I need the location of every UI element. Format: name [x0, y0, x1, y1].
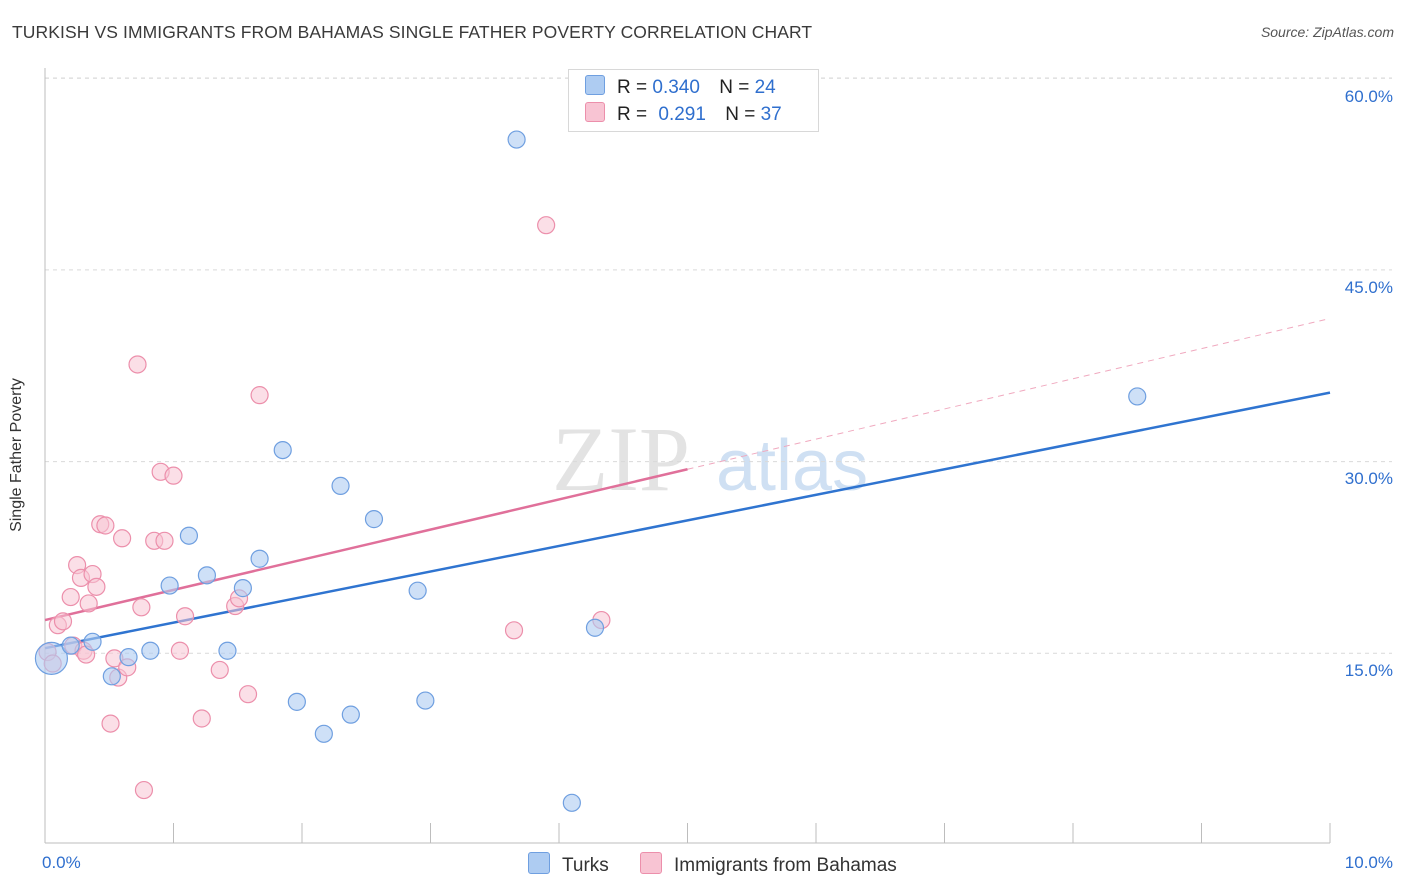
trend-line-turks [44, 391, 1331, 650]
point-turks [408, 581, 427, 600]
legend-item-bahamas[interactable]: Immigrants from Bahamas [640, 852, 897, 877]
legend-r-label: R = [617, 77, 648, 98]
point-turks [341, 705, 360, 724]
bahamas-swatch-icon [585, 102, 605, 122]
watermark-zip: ZIP [552, 408, 690, 510]
point-turks [61, 636, 80, 655]
trend-line-bahamas [44, 468, 688, 622]
point-bahamas [61, 587, 80, 607]
point-bahamas [192, 709, 211, 728]
source-label: Source: ZipAtlas.com [1260, 24, 1394, 40]
point-bahamas [112, 529, 132, 548]
point-bahamas [96, 516, 115, 535]
point-turks [179, 526, 199, 545]
point-bahamas [134, 780, 154, 800]
point-bahamas [210, 660, 229, 680]
point-turks [416, 691, 435, 710]
trend-line-bahamas-extended [687, 317, 1331, 470]
point-turks [1128, 387, 1147, 406]
point-turks [287, 692, 306, 711]
point-bahamas [175, 607, 195, 626]
legend-n-value-bahamas: 37 [760, 104, 782, 125]
point-turks [233, 579, 252, 598]
point-turks [141, 641, 160, 660]
legend-n-value-turks: 24 [754, 77, 776, 98]
y-axis-title: Single Father Poverty [8, 378, 25, 532]
point-bahamas [101, 714, 120, 733]
point-turks [160, 576, 179, 595]
point-turks [197, 566, 217, 585]
point-bahamas [170, 641, 190, 660]
legend-label-bahamas: Immigrants from Bahamas [674, 855, 897, 876]
legend-n-label: N = [719, 77, 750, 98]
legend-label-turks: Turks [562, 855, 609, 876]
point-bahamas [87, 577, 106, 596]
point-turks [119, 648, 138, 667]
point-turks [364, 510, 384, 529]
y-tick-label-60: 60.0% [1344, 87, 1393, 106]
point-turks [102, 667, 121, 686]
point-bahamas [155, 531, 174, 550]
point-bahamas [53, 612, 73, 631]
correlation-legend: R = 0.340 N = 24 R = 0.291 N = 37 [568, 69, 819, 132]
point-bahamas [79, 594, 98, 613]
watermark-atlas: atlas [716, 426, 868, 506]
y-tick-label-15: 15.0% [1344, 661, 1393, 680]
turks-swatch-icon [585, 75, 605, 95]
legend-row-turks: R = 0.340 N = 24 [585, 75, 776, 99]
point-turks [218, 641, 237, 660]
point-turks [585, 618, 605, 637]
point-turks [83, 632, 102, 651]
legend-r-label: R = [617, 104, 648, 125]
y-tick-label-30: 30.0% [1344, 469, 1393, 488]
chart-title: TURKISH VS IMMIGRANTS FROM BAHAMAS SINGL… [12, 22, 813, 42]
point-turks [250, 549, 269, 568]
x-tick-label-max: 10.0% [1344, 853, 1393, 872]
legend-r-value-bahamas: 0.291 [658, 104, 706, 125]
legend-n-label: N = [725, 104, 756, 125]
point-bahamas [128, 355, 147, 374]
point-bahamas [132, 598, 151, 617]
legend-row-bahamas: R = 0.291 N = 37 [585, 102, 782, 126]
bahamas-legend-icon [640, 852, 662, 874]
point-turks [331, 476, 350, 495]
point-turks [562, 793, 581, 812]
point-turks [273, 440, 292, 460]
point-turks [507, 130, 526, 149]
point-turks [34, 641, 69, 676]
point-turks [314, 724, 333, 743]
y-tick-label-45: 45.0% [1344, 278, 1393, 297]
legend-r-value-turks: 0.340 [652, 77, 700, 98]
point-bahamas [250, 386, 269, 405]
legend-item-turks[interactable]: Turks [528, 852, 609, 877]
turks-legend-icon [528, 852, 550, 874]
point-bahamas [537, 216, 556, 235]
point-bahamas [504, 621, 524, 640]
point-bahamas [164, 466, 183, 485]
point-bahamas [238, 685, 258, 704]
x-tick-label-min: 0.0% [42, 853, 81, 872]
